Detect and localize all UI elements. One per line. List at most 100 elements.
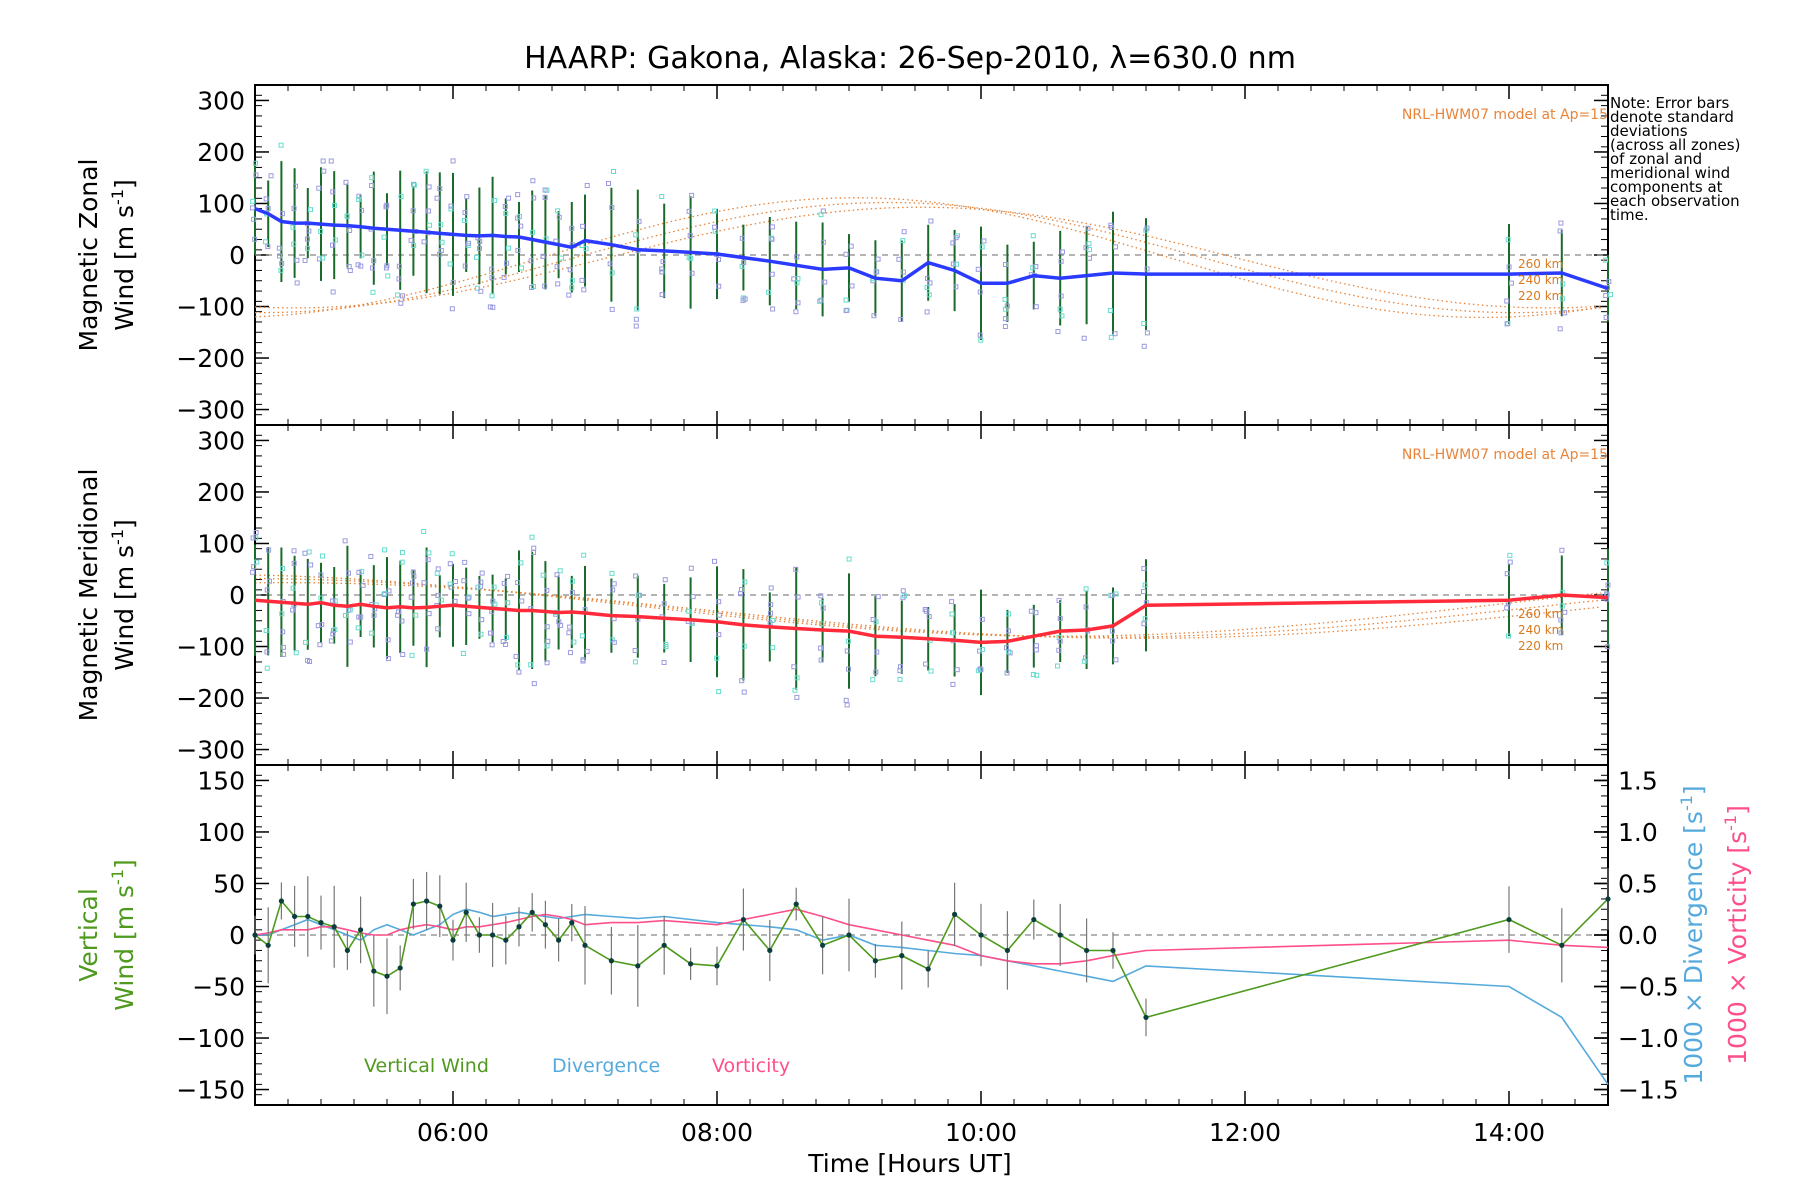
meridional-scatter-point — [449, 551, 455, 557]
meridional-scatter-point — [505, 573, 511, 579]
zonal-scatter-point — [423, 168, 429, 174]
meridional-scatter-point — [531, 545, 537, 551]
meridional-scatter-point — [611, 581, 617, 587]
meridional-ylabel-line1: Magnetic Meridional — [74, 469, 103, 722]
meridional-scatter-point — [434, 570, 440, 576]
zonal-scatter-point — [489, 266, 495, 272]
zonal-scatter-point — [290, 224, 296, 230]
zonal-scatter-point — [1558, 220, 1564, 226]
meridional-scatter-point — [1507, 559, 1513, 565]
vertical-ylabel-line1: Vertical — [74, 888, 103, 982]
zonal-scatter-point — [1059, 313, 1065, 319]
zonal-wind-line — [254, 206, 1609, 291]
zonal-scatter-point — [304, 236, 310, 242]
zonal-scatter-point — [689, 192, 695, 198]
meridional-scatter-point — [632, 648, 638, 654]
vertical-wind-point — [476, 932, 482, 938]
zonal-scatter-point — [291, 205, 297, 211]
meridional-scatter-point — [978, 667, 984, 673]
vertical-wind-point — [688, 961, 694, 967]
zonal-scatter-point — [253, 172, 259, 178]
zonal-scatter-point — [346, 264, 352, 270]
meridional-scatter-point — [328, 638, 334, 644]
zonal-scatter-point — [265, 244, 271, 250]
meridional-scatter-point — [435, 592, 441, 598]
zonal-scatter-point — [529, 284, 535, 290]
zonal-scatter-point — [439, 239, 445, 245]
vertical-wind-point — [925, 966, 931, 972]
vertical-wind-point — [358, 927, 364, 933]
meridional-scatter-point — [305, 657, 311, 663]
zonal-scatter-point — [437, 251, 443, 257]
zonal-scatter-point — [320, 255, 326, 261]
meridional-scatter-point — [306, 549, 312, 555]
meridional-scatter-point — [448, 584, 454, 590]
meridional-scatter-point — [513, 653, 519, 659]
meridional-ytick-label: −300 — [176, 736, 245, 765]
x-tick-label: 12:00 — [1209, 1118, 1281, 1147]
zonal-scatter-point — [770, 306, 776, 312]
legend-vertical-wind: Vertical Wind — [364, 1055, 489, 1077]
meridional-scatter-point — [794, 694, 800, 700]
meridional-scatter-point — [795, 594, 801, 600]
zonal-scatter-point — [849, 283, 855, 289]
zonal-scatter-point — [421, 239, 427, 245]
vertical-wind-point — [978, 932, 984, 938]
zonal-scatter-point — [950, 240, 956, 246]
vertical-wind-point — [265, 942, 271, 948]
zonal-scatter-point — [291, 241, 297, 247]
meridional-scatter-point — [767, 610, 773, 616]
meridional-scatter-point — [1110, 638, 1116, 644]
vorticity-ylabel: 1000 × Vorticity [s-1] — [1721, 805, 1752, 1065]
meridional-scatter-point — [846, 556, 852, 562]
zonal-scatter-point — [569, 225, 575, 231]
meridional-scatter-point — [500, 638, 506, 644]
meridional-scatter-point — [330, 631, 336, 637]
meridional-scatter-point — [1056, 597, 1062, 603]
meridional-scatter-point — [447, 581, 453, 587]
meridional-scatter-point — [977, 648, 983, 654]
zonal-panel: 300 200 100 0 −100 −200 −300 — [176, 84, 1614, 426]
vertical-wind-point — [437, 903, 443, 909]
zonal-scatter-point — [1002, 262, 1008, 268]
meridional-scatter-point — [716, 612, 722, 618]
zonal-scatter-point — [843, 308, 849, 314]
vertical-wind-point — [424, 898, 430, 904]
zonal-scatter-point — [263, 196, 269, 202]
meridional-scatter-point — [505, 600, 511, 606]
meridional-scatter-point — [266, 578, 272, 584]
meridional-scatter-point — [874, 649, 880, 655]
meridional-scatter-point — [342, 612, 348, 618]
note-block: Note: Error bars denote standard deviati… — [1610, 94, 1740, 224]
meridional-model-label: NRL-HWM07 model at Ap=15 — [1402, 447, 1608, 463]
meridional-scatter-point — [308, 562, 314, 568]
vertical-wind-point — [344, 947, 350, 954]
note-line: of zonal and — [1610, 150, 1702, 168]
meridional-scatter-point — [544, 660, 550, 666]
zonal-scatter-point — [610, 168, 616, 174]
zonal-scatter-point — [874, 269, 880, 275]
zonal-ytick-label: 200 — [197, 138, 245, 167]
meridional-scatter-point — [716, 599, 722, 605]
meridional-scatter-point — [293, 650, 299, 656]
zonal-scatter-point — [1055, 329, 1061, 335]
vertical-wind-point — [793, 901, 799, 907]
meridional-scatter-point — [1004, 670, 1010, 676]
meridional-scatter-point — [716, 632, 722, 638]
zonal-scatter-point — [1141, 320, 1147, 326]
zonal-scatter-point — [542, 283, 548, 289]
meridional-scatter-point — [475, 584, 481, 590]
zonal-scatter-point — [1033, 304, 1039, 310]
meridional-scatter-point — [844, 702, 850, 708]
zonal-scatter-point — [320, 158, 326, 164]
zonal-scatter-point — [900, 238, 906, 244]
zonal-scatter-point — [358, 263, 364, 269]
meridional-ytick-label: −200 — [176, 684, 245, 713]
meridional-scatter-point — [460, 651, 466, 657]
meridional-scatter-point — [489, 642, 495, 648]
zonal-scatter-point — [396, 263, 402, 269]
y2-tick-label: 1.5 — [1618, 766, 1658, 795]
vertical-wind-point — [450, 937, 456, 943]
meridional-scatter-point — [1559, 547, 1565, 553]
